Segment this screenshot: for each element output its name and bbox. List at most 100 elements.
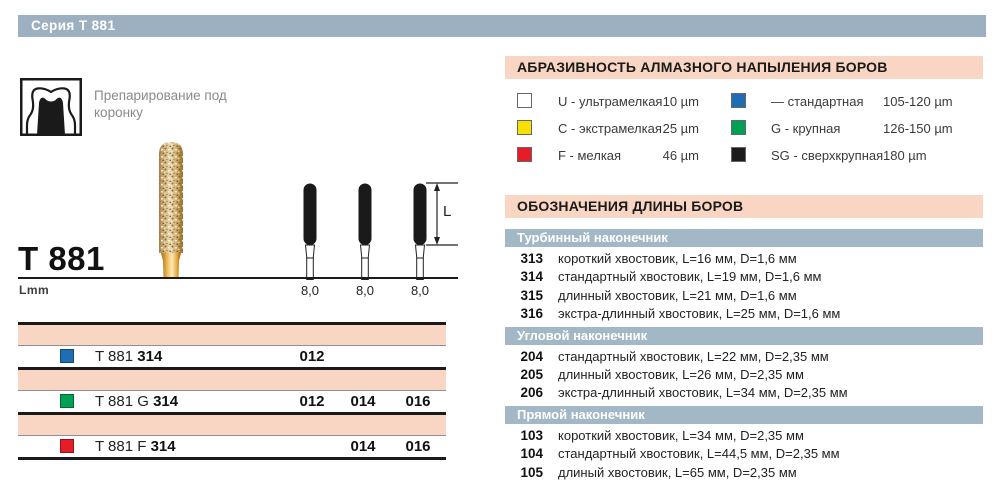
length-desc: экстра-длинный хвостовик, L=25 мм, D=1,6… [558,306,841,322]
length-designations-header: ОБОЗНАЧЕНИЯ ДЛИНЫ БОРОВ [505,195,983,218]
product-title: T 881 [18,240,105,277]
length-code: 204 [520,348,543,364]
shank-length-label: 8,0 [300,283,320,298]
legend-item: G - крупная 126-150 µm [731,120,963,147]
legend-item: F - мелкая 46 µm [517,147,699,174]
length-item: 205 длинный хвостовик, L=26 мм, D=2,35 мм [505,366,983,384]
grit-color-swatch [517,147,532,162]
legend-label: U - ультрамелкая [558,94,663,109]
abrasiveness-title: АБРАЗИВНОСТЬ АЛМАЗНОГО НАПЫЛЕНИЯ БОРОВ [517,59,888,75]
length-desc: длинный хвостовик, L=26 мм, D=2,35 мм [558,367,804,383]
length-code: 313 [520,251,543,266]
length-section-header: Угловой наконечник [505,326,983,345]
baseline-rule [18,277,458,279]
length-desc: стандартный хвостовик, L=19 мм, D=1,6 мм [558,269,822,285]
product-row: T 881 G 314 012 014 016 [18,391,446,412]
series-title: Серия Т 881 [31,18,116,33]
legend-label: G - крупная [771,121,841,136]
length-dimension-label: L [443,203,452,220]
length-section: Угловой наконечник 204 стандартный хвосто… [505,326,983,403]
legend-value: 105-120 µm [883,94,953,109]
length-code: 316 [520,306,543,322]
length-code: 104 [520,446,543,462]
product-group-band [18,370,446,391]
length-item: 316 экстра-длинный хвостовик, L=25 мм, D=… [505,305,983,323]
product-group: T 881 F 314 014 016 [18,412,446,460]
legend-label: — стандартная [771,94,864,109]
length-section-title: Турбинный наконечник [517,230,668,245]
length-dimension-arrow [426,182,458,246]
unit-label: Lmm [19,283,50,297]
size-cell: 012 [299,393,325,410]
length-desc: стандартный хвостовик, L=44,5 мм, D=2,35… [558,446,840,462]
length-desc: короткий хвостовик, L=34 мм, D=2,35 мм [558,427,804,443]
grit-color-swatch [731,147,746,162]
length-section-title: Прямой наконечник [517,406,645,422]
bur-silhouette-2 [358,183,372,280]
shank-length-labels: 8,0 8,0 8,0 [0,283,470,299]
length-code: 105 [520,464,543,480]
length-code: 206 [520,385,543,401]
size-cell: 012 [299,348,325,365]
legend-item: C - экстрамелкая 25 µm [517,120,699,147]
length-item: 105 длиный хвостовик, L=65 мм, D=2,35 мм [505,464,983,482]
grit-color-swatch [60,394,74,408]
application-label: Препарирование под коронку [94,88,227,120]
legend-item: — стандартная 105-120 µm [731,93,963,120]
bur-silhouette-1 [303,183,317,280]
length-item: 103 короткий хвостовик, L=34 мм, D=2,35 м… [505,427,983,445]
product-name: T 881 314 [95,348,162,365]
length-desc: короткий хвостовик, L=16 мм, D=1,6 мм [558,251,797,266]
length-desc: стандартный хвостовик, L=22 мм, D=2,35 м… [558,348,829,364]
length-item: 204 стандартный хвостовик, L=22 мм, D=2,3… [505,348,983,366]
product-shank-code: 314 [150,438,176,455]
length-section: Турбинный наконечник 313 короткий хвостов… [505,229,983,324]
product-name-prefix: T 881 F [95,438,147,455]
shank-length-label: 8,0 [410,283,430,298]
section-items: 313 короткий хвостовик, L=16 мм, D=1,6 мм… [505,249,983,324]
legend-value: 25 µm [662,121,699,136]
size-cells: 012 [18,346,446,367]
product-name: T 881 G 314 [95,393,178,410]
legend-label: SG - сверхкрупная [771,148,884,163]
grit-color-swatch [60,349,74,363]
length-item: 104 стандартный хвостовик, L=44,5 мм, D=2… [505,445,983,463]
legend-col-2: — стандартная 105-120 µm G - крупная 126… [731,93,963,174]
size-cell: 014 [350,393,376,410]
abrasiveness-header: АБРАЗИВНОСТЬ АЛМАЗНОГО НАПЫЛЕНИЯ БОРОВ [505,56,983,79]
product-table: T 881 314 012 T 881 G 314 012 014 016 T 88… [18,322,446,460]
length-section: Прямой наконечник 103 короткий хвостовик,… [505,405,983,482]
length-section-header: Прямой наконечник [505,405,983,424]
legend-item: SG - сверхкрупная 180 µm [731,147,963,174]
crown-prep-tooth-icon [20,78,82,136]
legend-value: 126-150 µm [883,121,953,136]
length-code: 315 [520,287,543,303]
grit-color-swatch [517,120,532,135]
length-code: 205 [520,367,543,383]
size-cells: 014 016 [18,436,446,457]
legend-label: F - мелкая [558,148,622,163]
length-desc: длиный хвостовик, L=65 мм, D=2,35 мм [558,464,797,480]
product-group: T 881 314 012 [18,322,446,367]
length-code: 103 [520,427,543,443]
product-group-band [18,325,446,346]
diamond-bur-photo [159,142,183,278]
length-item: 314 стандартный хвостовик, L=19 мм, D=1,6… [505,268,983,286]
grit-color-swatch [60,439,74,453]
series-header-bar: Серия Т 881 [18,15,986,37]
product-name-prefix: T 881 [95,348,134,365]
size-cells: 012 014 016 [18,391,446,412]
legend-label: C - экстрамелкая [558,121,662,136]
length-item: 206 экстра-длинный хвостовик, L=34 мм, D=… [505,384,983,402]
grit-color-swatch [517,93,532,108]
length-designations-title: ОБОЗНАЧЕНИЯ ДЛИНЫ БОРОВ [517,198,744,214]
grit-color-swatch [731,93,746,108]
length-section-header: Турбинный наконечник [505,229,983,247]
legend-col-1: U - ультрамелкая 10 µm C - экстрамелкая … [517,93,699,174]
product-name: T 881 F 314 [95,438,176,455]
product-shank-code: 314 [153,393,179,410]
legend-value: 180 µm [883,148,927,163]
length-item: 315 длинный хвостовик, L=21 мм, D=1,6 мм [505,287,983,305]
length-sections: Турбинный наконечник 313 короткий хвостов… [505,229,983,485]
